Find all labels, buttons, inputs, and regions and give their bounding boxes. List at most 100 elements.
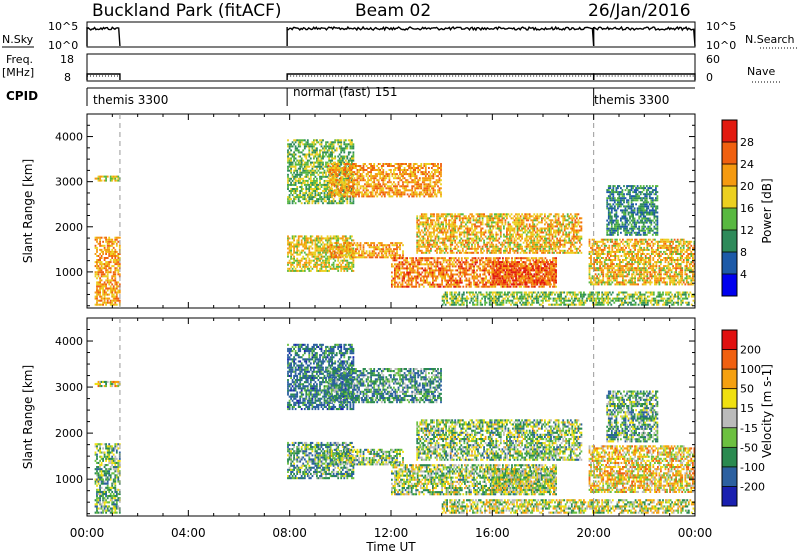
power-cell bbox=[445, 233, 447, 236]
power-cell bbox=[347, 185, 350, 188]
power-cell bbox=[328, 257, 330, 260]
power-cell bbox=[376, 175, 379, 178]
power-cell bbox=[338, 254, 341, 257]
power-cell bbox=[311, 149, 314, 152]
power-cell bbox=[353, 242, 356, 245]
power-cell bbox=[320, 265, 323, 268]
power-cell bbox=[106, 299, 109, 302]
power-cell bbox=[506, 249, 508, 252]
power-cell bbox=[112, 242, 115, 245]
power-cell bbox=[396, 191, 398, 194]
power-cell bbox=[407, 267, 410, 270]
power-cell bbox=[510, 247, 513, 250]
power-cell bbox=[437, 237, 440, 240]
power-cell bbox=[337, 139, 340, 142]
power-cell bbox=[376, 244, 379, 247]
power-cell bbox=[344, 177, 347, 180]
power-cell bbox=[520, 277, 522, 280]
power-cell bbox=[429, 285, 431, 288]
power-cell bbox=[117, 177, 120, 180]
power-cell bbox=[436, 263, 439, 266]
power-cell bbox=[456, 279, 459, 282]
power-cell bbox=[421, 257, 424, 260]
power-cell bbox=[102, 285, 104, 288]
power-cell bbox=[474, 229, 476, 232]
power-cell bbox=[373, 195, 376, 198]
power-cell bbox=[417, 225, 420, 228]
power-cell bbox=[383, 163, 386, 165]
power-cell bbox=[325, 257, 327, 260]
power-cell bbox=[347, 263, 350, 266]
power-cell bbox=[530, 285, 533, 288]
power-cell bbox=[340, 155, 343, 158]
power-cell bbox=[111, 295, 114, 298]
power-cell bbox=[533, 251, 536, 254]
power-cell bbox=[450, 273, 453, 276]
power-cell bbox=[111, 238, 114, 241]
power-cell bbox=[424, 179, 427, 182]
power-cell bbox=[329, 200, 332, 203]
power-cell bbox=[352, 256, 354, 259]
power-cell bbox=[382, 163, 385, 165]
power-cell bbox=[306, 139, 309, 142]
power-cell bbox=[425, 225, 428, 228]
power-cell bbox=[109, 240, 112, 243]
power-cell bbox=[498, 219, 501, 222]
power-cell bbox=[424, 189, 427, 192]
power-cell bbox=[458, 251, 461, 254]
power-cell bbox=[435, 171, 438, 174]
power-cell bbox=[420, 229, 423, 232]
power-cell bbox=[114, 299, 117, 302]
power-cell bbox=[434, 229, 437, 232]
power-cell bbox=[552, 285, 554, 288]
power-cell bbox=[519, 223, 522, 226]
power-cell bbox=[322, 202, 324, 205]
power-cell bbox=[361, 173, 363, 176]
power-cell bbox=[394, 167, 397, 169]
power-cell bbox=[418, 263, 421, 266]
power-cell bbox=[498, 227, 501, 230]
power-cell bbox=[517, 257, 519, 260]
power-cell bbox=[100, 267, 103, 270]
power-cell bbox=[317, 198, 320, 201]
power-cell bbox=[451, 261, 454, 264]
power-cell bbox=[488, 279, 491, 282]
power-cell bbox=[302, 188, 305, 190]
power-cell bbox=[358, 250, 360, 253]
power-cell bbox=[435, 181, 438, 184]
power-cell bbox=[494, 259, 497, 262]
power-cell bbox=[523, 277, 525, 280]
power-cell bbox=[306, 200, 309, 203]
power-cell bbox=[112, 261, 115, 264]
power-cell bbox=[303, 145, 306, 148]
power-cell bbox=[325, 243, 327, 246]
power-cell bbox=[463, 239, 466, 242]
power-cell bbox=[362, 179, 365, 182]
power-cell bbox=[328, 192, 330, 195]
power-cell bbox=[442, 269, 445, 272]
power-cell bbox=[373, 252, 376, 255]
power-cell bbox=[94, 273, 97, 276]
power-cell bbox=[509, 285, 512, 288]
power-cell bbox=[509, 229, 511, 232]
power-cell bbox=[435, 263, 437, 266]
power-cell bbox=[522, 227, 525, 230]
power-cell bbox=[434, 225, 437, 228]
power-cell bbox=[340, 237, 343, 240]
power-cell bbox=[302, 243, 305, 246]
power-cell bbox=[394, 193, 397, 196]
power-cell bbox=[288, 261, 291, 264]
power-cell bbox=[322, 157, 324, 160]
power-cell bbox=[96, 240, 98, 243]
power-cell bbox=[406, 179, 409, 182]
power-cell bbox=[395, 273, 398, 276]
power-cell bbox=[426, 259, 428, 262]
power-cell bbox=[299, 155, 302, 158]
beam-title: Beam 02 bbox=[355, 1, 431, 21]
power-cell bbox=[385, 171, 388, 174]
power-cell bbox=[442, 249, 444, 252]
power-cell bbox=[303, 179, 306, 182]
power-cell bbox=[397, 189, 400, 192]
power-cell bbox=[449, 243, 452, 246]
power-cell bbox=[303, 241, 306, 244]
